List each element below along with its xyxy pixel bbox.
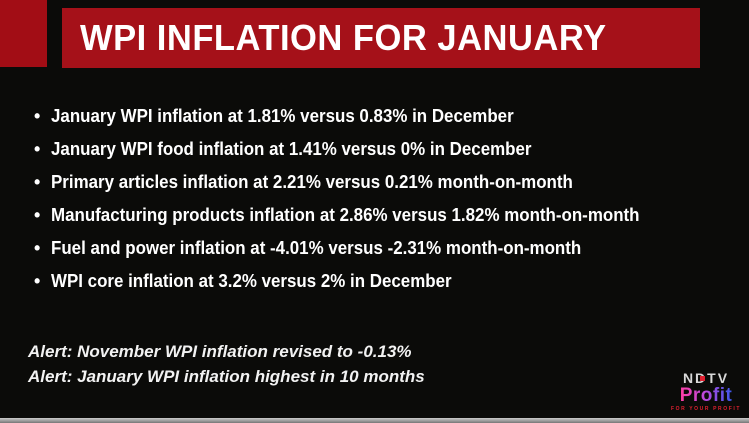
list-item: • January WPI food inflation at 1.41% ve…: [34, 138, 677, 160]
bottom-divider-strip: [0, 418, 749, 423]
ndtv-brand-text: NDTV: [683, 371, 729, 385]
bullet-text: Fuel and power inflation at -4.01% versu…: [51, 238, 582, 258]
bullet-list: • January WPI inflation at 1.81% versus …: [34, 105, 677, 303]
bullet-dot-icon: •: [34, 238, 41, 258]
alerts-block: Alert: November WPI inflation revised to…: [28, 339, 425, 389]
list-item: • Fuel and power inflation at -4.01% ver…: [34, 237, 677, 259]
list-item: • Manufacturing products inflation at 2.…: [34, 204, 677, 226]
left-accent-bar: [0, 0, 47, 67]
ndtv-brand-letters: NDTV: [682, 370, 730, 386]
bullet-dot-icon: •: [34, 139, 41, 159]
bullet-text: January WPI inflation at 1.81% versus 0.…: [51, 106, 514, 126]
logo-tagline: FOR YOUR PROFIT: [670, 406, 742, 412]
bullet-dot-icon: •: [34, 172, 41, 192]
list-item: • January WPI inflation at 1.81% versus …: [34, 105, 677, 127]
profit-wordmark: Profit: [679, 385, 733, 406]
alert-line: Alert: November WPI inflation revised to…: [28, 342, 412, 361]
list-item: • WPI core inflation at 3.2% versus 2% i…: [34, 270, 677, 292]
alert-line: Alert: January WPI inflation highest in …: [28, 367, 425, 386]
ndtv-red-dot-icon: [699, 375, 705, 381]
list-item: • Primary articles inflation at 2.21% ve…: [34, 171, 677, 193]
bullet-text: Manufacturing products inflation at 2.86…: [51, 205, 640, 225]
bullet-dot-icon: •: [34, 205, 41, 225]
header-banner: WPI INFLATION FOR JANUARY: [62, 8, 700, 68]
bullet-dot-icon: •: [34, 106, 41, 126]
bullet-text: January WPI food inflation at 1.41% vers…: [51, 139, 532, 159]
bullet-text: WPI core inflation at 3.2% versus 2% in …: [51, 271, 452, 291]
ndtv-profit-logo: NDTV Profit FOR YOUR PROFIT: [670, 371, 742, 412]
bullet-dot-icon: •: [34, 271, 41, 291]
page-title: WPI INFLATION FOR JANUARY: [80, 17, 607, 58]
bullet-text: Primary articles inflation at 2.21% vers…: [51, 172, 573, 192]
